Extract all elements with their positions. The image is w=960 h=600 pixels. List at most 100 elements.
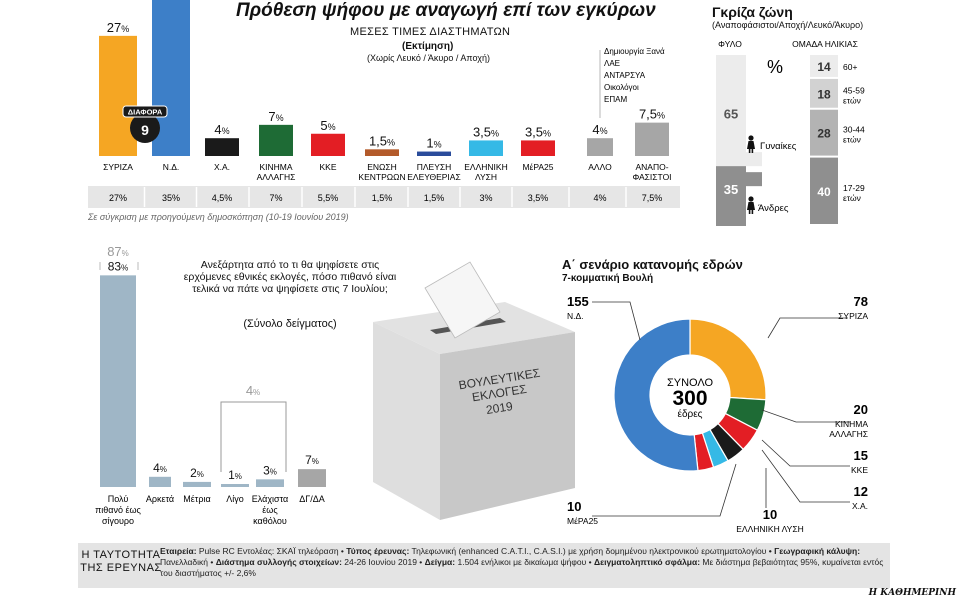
age-bar-2: [810, 109, 838, 156]
age-label-1: 45-59: [843, 85, 865, 95]
bar-label-0: ΣΥΡΙΖΑ: [103, 162, 133, 172]
footer-val-error: Με διάστημα βεβαιότητας 95%, κυμαίνεται …: [160, 557, 884, 578]
donut-label-6: ΜέΡΑ25: [567, 516, 598, 526]
bar-label2-10: ΦΑΣΙΣΤΟΙ: [632, 172, 671, 182]
age-value-2: 28: [817, 127, 831, 141]
turnout-question-sub: (Σύνολο δείγματος): [243, 318, 337, 330]
donut-hole: [651, 356, 729, 434]
turnout-bar-4: [256, 479, 284, 487]
bar-label2-3: ΑΛΛΑΓΗΣ: [257, 172, 296, 182]
donut-label-4: Χ.Α.: [852, 501, 868, 511]
turnout-group-bracket-1: [220, 401, 287, 472]
turnout-value-0: 83%: [108, 259, 128, 273]
age-header: ΟΜΑΔΑ ΗΛΙΚΙΑΣ: [792, 39, 858, 49]
prev-value-2: 4,5%: [212, 193, 233, 203]
bar-0: [99, 35, 137, 156]
other-party-0: Δημιουργία Ξανά: [604, 47, 665, 56]
seats-subtitle: 7-κομματική Βουλή: [562, 273, 654, 284]
other-party-1: ΛΑΕ: [604, 59, 620, 68]
prev-value-0: 27%: [109, 193, 127, 203]
footer-val-sample: 1.504 ενήλικοι με δικαίωμα ψήφου •: [455, 557, 594, 567]
diff-badge-value: 9: [141, 122, 149, 138]
prev-value-10: 7,5%: [642, 193, 663, 203]
bar-6: [417, 151, 451, 156]
donut-value-4: 12: [854, 484, 868, 499]
survey-identity-box: [78, 543, 890, 588]
diff-badge-label: ΔΙΑΦΟΡΑ: [128, 108, 163, 117]
bar-label2-6: ΕΛΕΥΘΕΡΙΑΣ: [407, 172, 460, 182]
turnout-bar-1: [149, 476, 171, 487]
bar-value-5: 1,5%: [369, 133, 395, 148]
bar-value-3: 7%: [268, 109, 283, 124]
turnout-value-2: 2%: [190, 466, 204, 480]
other-party-3: Οικολόγοι: [604, 83, 639, 92]
turnout-group-total-0: 87%: [107, 244, 129, 259]
ballot-label-3: 2019: [485, 399, 514, 417]
gender-value-women: 65: [724, 107, 738, 122]
donut-total-value: 300: [672, 387, 707, 410]
donut-label-0: Ν.Δ.: [567, 311, 584, 321]
man-icon: [747, 196, 755, 214]
previous-band: [88, 186, 680, 208]
grey-zone-subtitle: (Αναποφάσιστοι/Αποχή/Λευκό/Άκυρο): [712, 20, 864, 30]
comparison-note: Σε σύγκριση με προηγούμενη δημοσκόπηση (…: [88, 212, 349, 222]
diff-badge-tag: [122, 105, 168, 118]
turnout-bar-2: [183, 481, 211, 487]
bar-label-10: ΑΝΑΠΟ-: [635, 162, 668, 172]
chart-subtitle-estimate: (Εκτίμηση): [402, 41, 454, 52]
donut-value-5: 10: [763, 507, 777, 522]
donut-label-3: ΚΚΕ: [851, 465, 868, 475]
footer-key-type: Τύπος έρευνας:: [346, 546, 410, 556]
bar-value-0: 27%: [107, 20, 129, 35]
ballot-top: [373, 302, 575, 354]
turnout-label-0: Πολύ: [108, 494, 129, 504]
brand-logo: Η ΚΑΘΗΜΕΡΙΝΗ: [868, 588, 956, 598]
bar-value-10: 7,5%: [639, 107, 665, 122]
gender-header: ΦΥΛΟ: [718, 39, 742, 49]
man-icon-leg-r: [751, 210, 754, 214]
bar-label-4: ΚΚΕ: [319, 162, 336, 172]
turnout-label2-0: πιθανό έως: [95, 505, 141, 515]
turnout-label-2: Μέτρια: [183, 494, 210, 504]
prev-value-9: 4%: [593, 193, 606, 203]
ballot-paper: [424, 261, 501, 339]
bar-label-2: Χ.Α.: [214, 162, 230, 172]
turnout-value-4: 3%: [263, 463, 277, 477]
age-value-0: 14: [817, 60, 831, 74]
bar-10: [635, 122, 669, 156]
bar-3: [259, 124, 293, 156]
bar-9: [587, 138, 613, 156]
woman-icon: [747, 135, 755, 153]
chart-subtitle-note: (Χωρίς Λευκό / Άκυρο / Αποχή): [367, 53, 490, 63]
age-label2-2: ετών: [843, 135, 861, 145]
bar-5: [365, 149, 399, 156]
donut-leader-1: [767, 317, 848, 339]
bar-label-6: ΠΛΕΥΣΗ: [417, 162, 452, 172]
donut-leader-6: [592, 463, 737, 517]
woman-icon-body: [747, 141, 755, 149]
donut-slice-0: [613, 318, 699, 472]
age-bar-1: [810, 78, 838, 108]
gender-ext-men: [746, 172, 762, 187]
turnout-bar-5: [298, 469, 326, 487]
footer-val-type: Τηλεφωνική (enhanced C.A.T.I., C.A.S.I.)…: [409, 546, 767, 556]
donut-leader-3: [761, 439, 850, 467]
donut-label-1: ΣΥΡΙΖΑ: [838, 311, 868, 321]
turnout-bar-0: [100, 275, 136, 487]
bar-label2-5: ΚΕΝΤΡΩΩΝ: [358, 172, 405, 182]
bar-value-4: 5%: [320, 118, 335, 133]
footer-key-company: Εταιρεία:: [160, 546, 197, 556]
turnout-label3-0: σίγουρο: [102, 516, 134, 526]
footer-key-coverage: • Γεωγραφική κάλυψη:: [768, 546, 861, 556]
footer-val-coverage: Πανελλαδική •: [160, 557, 216, 567]
man-icon-body: [747, 202, 755, 210]
bar-value-9: 4%: [592, 122, 607, 137]
woman-icon-leg-r: [751, 149, 754, 153]
chart-subtitle: ΜΕΣΕΣ ΤΙΜΕΣ ΔΙΑΣΤΗΜΑΤΩΝ: [350, 26, 511, 38]
turnout-label-5: ΔΓ/ΔΑ: [299, 494, 324, 504]
donut-value-1: 78: [854, 294, 868, 309]
gender-label-men: Άνδρες: [758, 203, 789, 214]
diff-badge-circle: [130, 113, 160, 143]
turnout-group-total-1: 4%: [246, 383, 260, 398]
